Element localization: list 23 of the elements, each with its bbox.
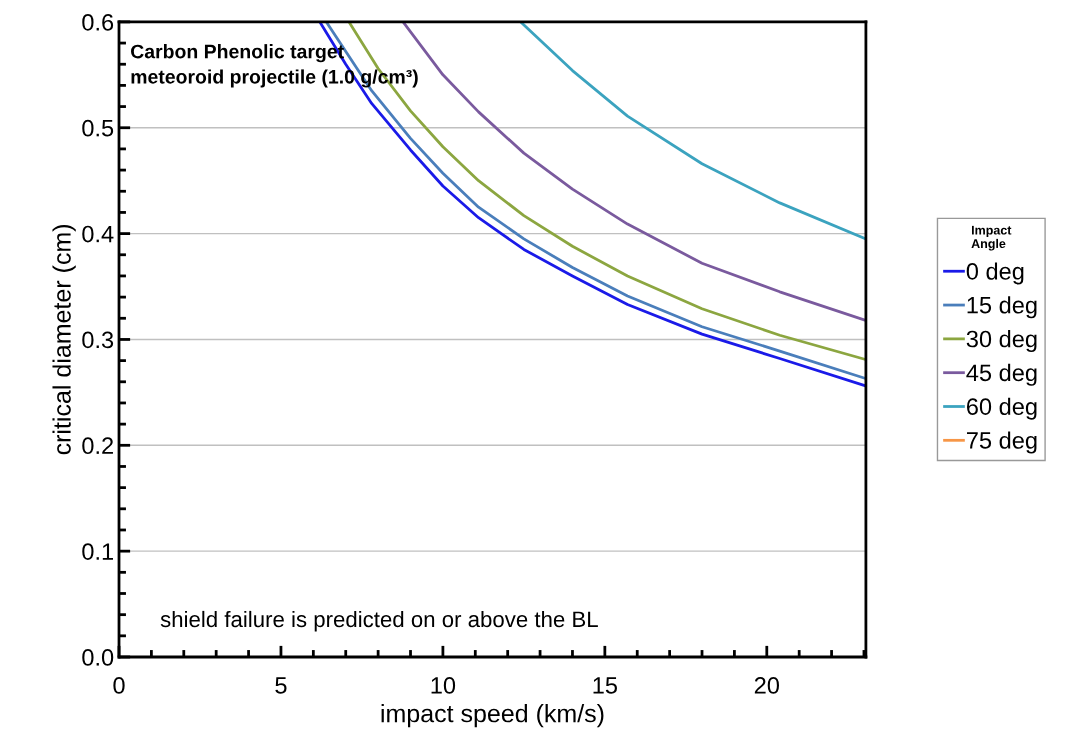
y-tick-label: 0.5 [82,119,114,137]
legend-label: 30 deg [966,330,1037,353]
x-tick-label: 5 [275,677,287,694]
y-axis-title: critical diameter (cm) [52,225,76,455]
line-series [519,21,866,241]
legend-label: 15 deg [967,296,1037,319]
legend-title: Impact Angle [971,225,1012,251]
y-tick-label: 0.6 [82,13,114,31]
y-tick-label: 0.3 [82,331,114,349]
annotation: shield failure is predicted on or above the BL [160,610,598,632]
x-tick-label: 0 [113,677,125,694]
x-tick-label: 10 [431,677,456,694]
legend-label: 75 deg [967,431,1037,454]
y-tick-label: 0.0 [82,649,114,666]
y-tick-label: 0.4 [82,225,114,243]
legend-label: 0 deg [966,262,1024,285]
legend-label: 45 deg [966,363,1037,386]
x-tick-label: 20 [754,677,780,694]
x-tick-label: 15 [593,677,617,694]
x-axis-title: impact speed (km/s) [381,704,604,728]
legend-label: 60 deg [967,397,1037,420]
y-tick-label: 0.2 [82,437,113,455]
y-tick-label: 0.1 [82,543,113,560]
